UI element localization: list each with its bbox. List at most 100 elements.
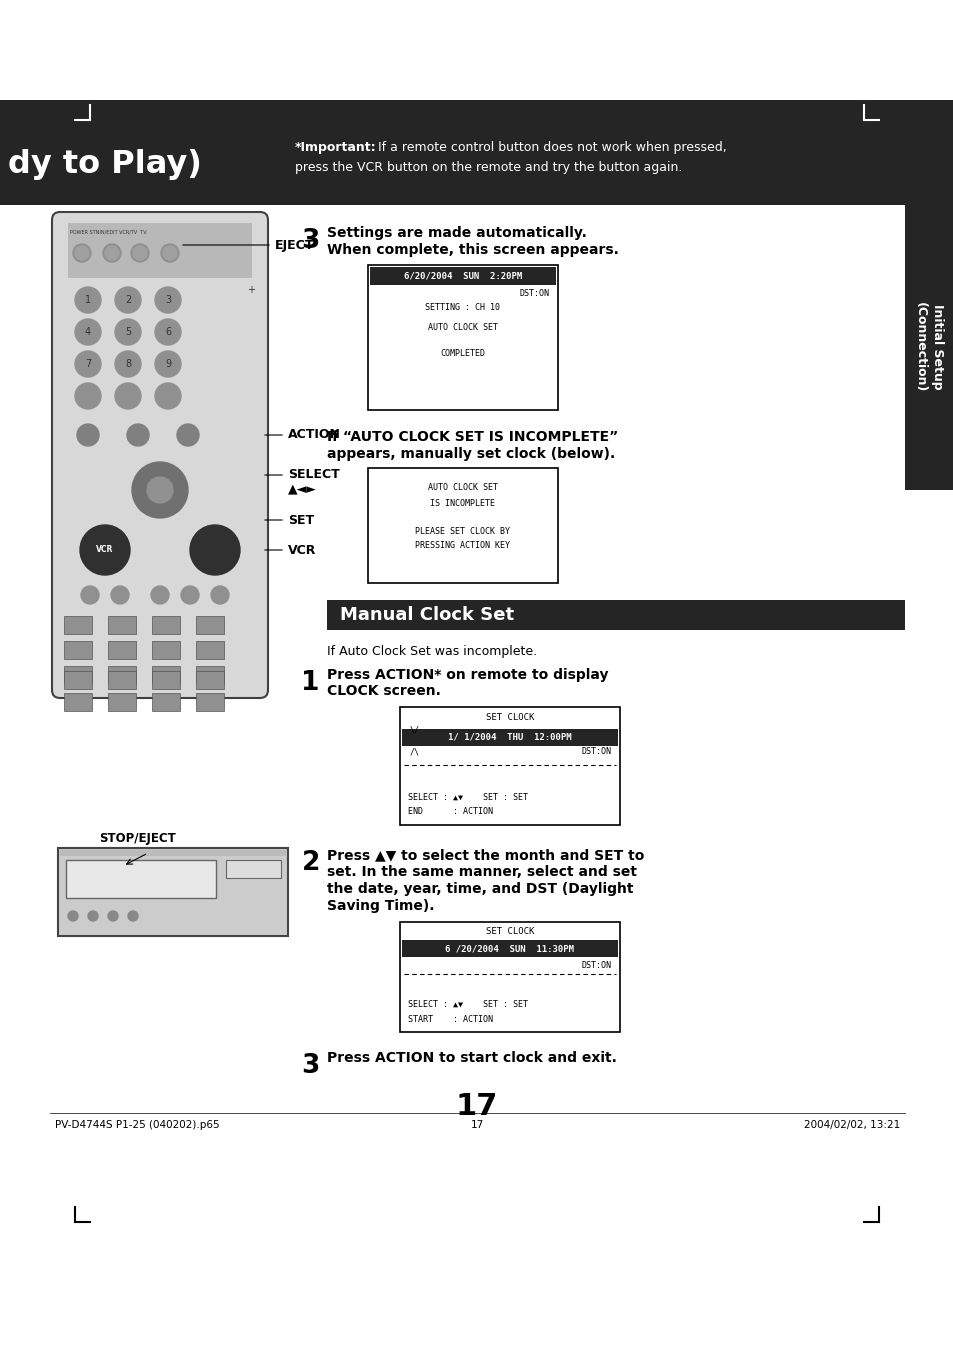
Text: VCR: VCR <box>96 546 113 554</box>
Bar <box>0 100 953 205</box>
Circle shape <box>161 245 179 262</box>
Text: the date, year, time, and DST (Daylight: the date, year, time, and DST (Daylight <box>327 882 633 896</box>
Bar <box>195 616 224 634</box>
Bar <box>108 666 136 684</box>
Text: 6 /20/2004  SUN  11:30PM: 6 /20/2004 SUN 11:30PM <box>445 944 574 954</box>
Text: COMPLETED: COMPLETED <box>440 349 485 358</box>
Circle shape <box>190 526 240 576</box>
Bar <box>64 666 91 684</box>
Circle shape <box>75 319 101 345</box>
Circle shape <box>108 911 118 921</box>
Text: 5: 5 <box>125 327 131 336</box>
Text: Settings are made automatically.: Settings are made automatically. <box>327 226 586 240</box>
Text: CLOCK screen.: CLOCK screen. <box>327 684 440 698</box>
Circle shape <box>115 286 141 313</box>
Text: STOP/EJECT: STOP/EJECT <box>99 832 176 844</box>
Circle shape <box>177 424 199 446</box>
Bar <box>64 616 91 634</box>
Text: 8: 8 <box>125 359 131 369</box>
Text: END      : ACTION: END : ACTION <box>408 808 493 816</box>
Text: ACTION: ACTION <box>288 428 340 442</box>
Text: 6/20/2004  SUN  2:20PM: 6/20/2004 SUN 2:20PM <box>403 272 521 281</box>
Circle shape <box>132 246 147 259</box>
Bar <box>195 693 224 711</box>
Text: SETTING : CH 10: SETTING : CH 10 <box>425 303 500 312</box>
Bar <box>108 693 136 711</box>
Text: 9: 9 <box>165 359 171 369</box>
Text: Saving Time).: Saving Time). <box>327 898 434 913</box>
Text: 2004/02/02, 13:21: 2004/02/02, 13:21 <box>803 1120 899 1129</box>
Circle shape <box>80 526 130 576</box>
Text: PLEASE SET CLOCK BY: PLEASE SET CLOCK BY <box>416 527 510 535</box>
Bar <box>226 861 281 878</box>
Circle shape <box>75 246 89 259</box>
Circle shape <box>77 424 99 446</box>
Circle shape <box>88 911 98 921</box>
Bar <box>368 467 558 584</box>
Text: Press ▲▼ to select the month and SET to: Press ▲▼ to select the month and SET to <box>327 848 643 862</box>
Text: appears, manually set clock (below).: appears, manually set clock (below). <box>327 447 615 461</box>
Circle shape <box>73 245 91 262</box>
Text: SET CLOCK: SET CLOCK <box>485 713 534 723</box>
FancyBboxPatch shape <box>52 212 268 698</box>
Circle shape <box>103 245 121 262</box>
Text: *Important:: *Important: <box>294 142 376 154</box>
Text: press the VCR button on the remote and try the button again.: press the VCR button on the remote and t… <box>294 162 681 174</box>
Circle shape <box>211 586 229 604</box>
Bar <box>327 600 904 630</box>
Circle shape <box>132 462 188 517</box>
Text: Press ACTION to start clock and exit.: Press ACTION to start clock and exit. <box>327 1051 617 1065</box>
Text: 1: 1 <box>301 670 319 696</box>
Text: +: + <box>247 285 254 295</box>
Bar <box>401 940 618 957</box>
Text: \/: \/ <box>410 725 419 735</box>
Bar <box>152 640 180 659</box>
Text: SELECT : ▲▼    SET : SET: SELECT : ▲▼ SET : SET <box>408 1000 527 1008</box>
Circle shape <box>68 911 78 921</box>
Text: SET: SET <box>288 513 314 527</box>
Circle shape <box>147 477 172 503</box>
Bar <box>195 666 224 684</box>
Bar <box>60 850 286 857</box>
Text: VCR: VCR <box>288 543 316 557</box>
Text: When complete, this screen appears.: When complete, this screen appears. <box>327 243 618 257</box>
Text: Initial Setup
(Connection): Initial Setup (Connection) <box>913 301 943 392</box>
Text: AUTO CLOCK SET: AUTO CLOCK SET <box>428 323 497 331</box>
Circle shape <box>115 382 141 409</box>
Circle shape <box>127 424 149 446</box>
Bar <box>68 223 252 278</box>
Text: 17: 17 <box>470 1120 483 1129</box>
Bar <box>152 671 180 689</box>
Bar <box>399 707 619 825</box>
Text: PRESSING ACTION KEY: PRESSING ACTION KEY <box>416 542 510 550</box>
Bar <box>195 640 224 659</box>
Text: ▲◄►: ▲◄► <box>288 482 316 496</box>
Text: AUTO CLOCK SET: AUTO CLOCK SET <box>428 484 497 493</box>
Bar <box>401 730 618 746</box>
Text: 3: 3 <box>165 295 171 305</box>
Circle shape <box>154 286 181 313</box>
Text: 1: 1 <box>85 295 91 305</box>
Text: If a remote control button does not work when pressed,: If a remote control button does not work… <box>374 142 726 154</box>
Text: DST:ON: DST:ON <box>581 961 612 970</box>
Text: 17: 17 <box>456 1092 497 1121</box>
Circle shape <box>75 351 101 377</box>
Bar <box>66 861 215 898</box>
Text: 3: 3 <box>301 1052 319 1079</box>
Bar <box>368 265 558 409</box>
Text: POWER STNIN/EDIT VCR/TV  TV: POWER STNIN/EDIT VCR/TV TV <box>70 230 147 235</box>
Text: DST:ON: DST:ON <box>581 747 612 757</box>
Text: 1/ 1/2004  THU  12:00PM: 1/ 1/2004 THU 12:00PM <box>448 732 571 742</box>
Circle shape <box>75 382 101 409</box>
Text: If Auto Clock Set was incomplete.: If Auto Clock Set was incomplete. <box>327 644 537 658</box>
Text: dy to Play): dy to Play) <box>8 150 202 181</box>
Circle shape <box>111 586 129 604</box>
Text: EJECT: EJECT <box>274 239 314 251</box>
Bar <box>64 640 91 659</box>
Circle shape <box>154 319 181 345</box>
Text: Manual Clock Set: Manual Clock Set <box>339 607 514 624</box>
Bar <box>152 666 180 684</box>
Text: IS INCOMPLETE: IS INCOMPLETE <box>430 499 495 508</box>
Bar <box>399 921 619 1032</box>
Text: 2: 2 <box>301 850 319 875</box>
